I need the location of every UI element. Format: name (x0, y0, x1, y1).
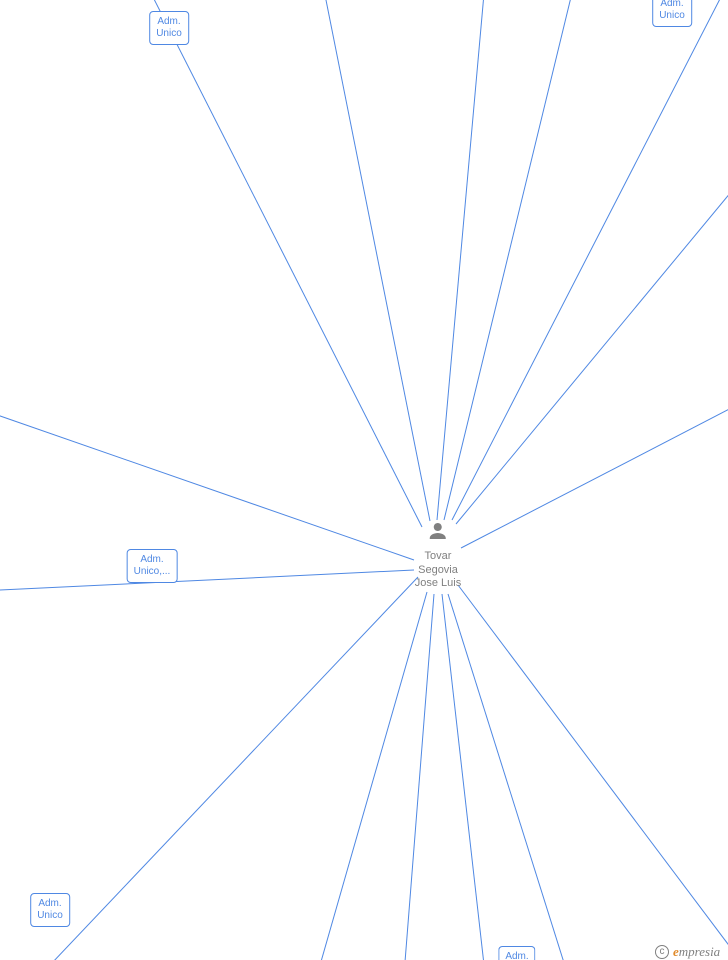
edge-label[interactable]: Adm. (498, 946, 535, 960)
edge-label[interactable]: Adm. Unico,... (127, 549, 178, 583)
edge-line (0, 570, 414, 592)
edge-line (448, 594, 582, 960)
edge-label[interactable]: Adm. Unico (30, 893, 70, 927)
edge-line (124, 0, 422, 527)
edge-label[interactable]: Adm. Unico (652, 0, 692, 27)
edges-layer (0, 0, 728, 960)
edge-line (444, 0, 580, 520)
edge-line (437, 0, 487, 520)
copyright-icon: c (655, 945, 669, 959)
edge-line (461, 388, 728, 548)
center-node-label: Tovar Segovia Jose Luis (415, 550, 461, 591)
center-person-node[interactable]: Tovar Segovia Jose Luis (415, 519, 461, 591)
edge-label[interactable]: Adm. Unico (149, 11, 189, 45)
edge-line (318, 0, 430, 521)
watermark: c empresia (655, 944, 720, 960)
edge-line (452, 0, 728, 520)
edge-line (458, 585, 728, 960)
edge-line (402, 594, 434, 960)
person-icon (426, 519, 450, 543)
edge-line (456, 145, 728, 524)
edge-line (0, 402, 414, 560)
watermark-brand: empresia (673, 944, 720, 960)
